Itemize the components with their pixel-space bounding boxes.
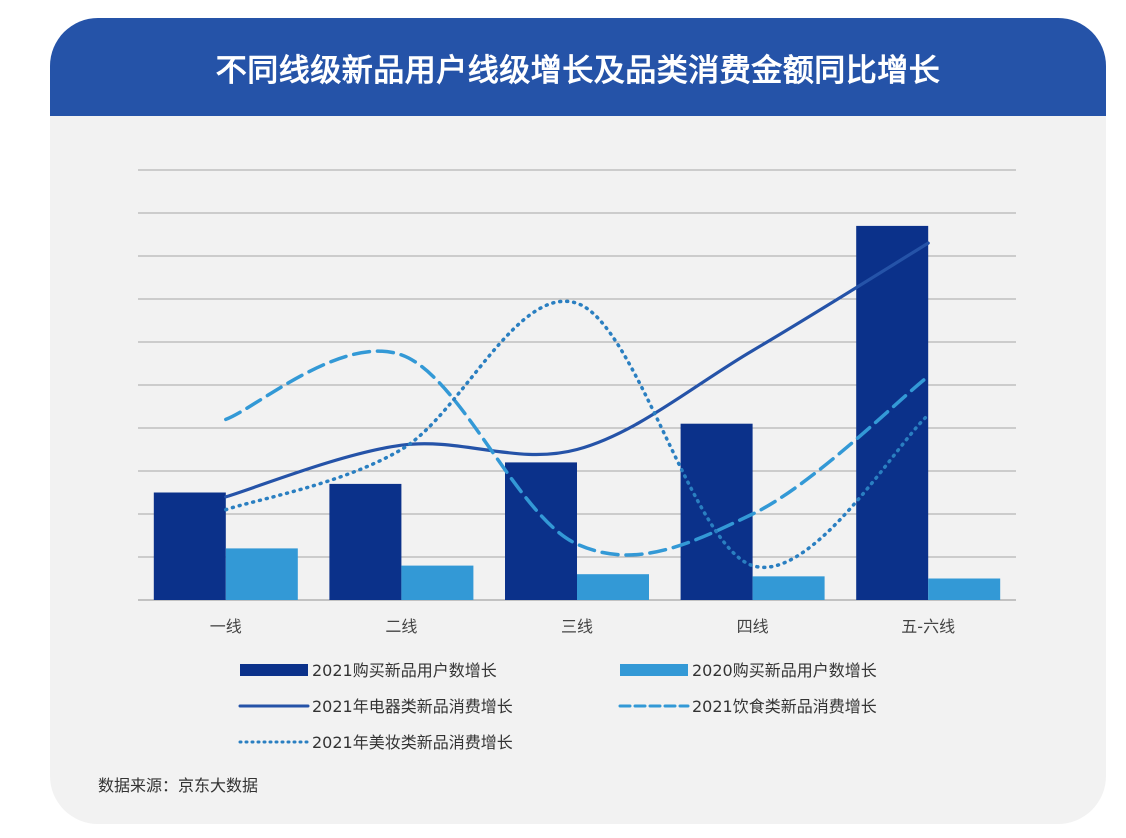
bar-2020-1 [225, 548, 298, 600]
legend-label: 2021年电器类新品消费增长 [312, 697, 513, 716]
chart-area: 一线 二线 三线 四线 五-六线 2021购买新品用户数增长 2020购买新品用户数增长 20… [138, 169, 1016, 752]
legend-label: 2021购买新品用户数增长 [312, 661, 497, 680]
beauty-line [224, 299, 930, 570]
bar-2020-4 [752, 576, 825, 600]
legend-label: 2021年美妆类新品消费增长 [312, 733, 513, 752]
chart-card: 不同线级新品用户线级增长及品类消费金额同比增长 一线 二线 三线 四线 五-六线 2021… [50, 18, 1106, 824]
x-tick-label: 一线 [210, 617, 242, 636]
title-bar: 不同线级新品用户线级增长及品类消费金额同比增长 [50, 18, 1106, 116]
bar-2020-5 [928, 578, 1001, 600]
appliance-line [224, 241, 930, 499]
legend-swatch-bar2021 [240, 664, 308, 676]
bar-2021-2 [329, 483, 402, 600]
bar-2020-2 [401, 565, 474, 600]
chart-title: 不同线级新品用户线级增长及品类消费金额同比增长 [215, 52, 941, 89]
x-tick-label: 二线 [385, 617, 417, 636]
food-line [224, 349, 930, 557]
bar-2021-4 [680, 423, 753, 600]
x-tick-label: 四线 [737, 617, 769, 636]
legend-swatch-bar2020 [620, 664, 688, 676]
bar-2021-1 [153, 492, 226, 600]
legend-label: 2020购买新品用户数增长 [692, 661, 877, 680]
legend-label: 2021饮食类新品消费增长 [692, 697, 877, 716]
bar-2021-5 [856, 225, 929, 600]
data-source: 数据来源：京东大数据 [98, 776, 259, 795]
x-tick-label: 五-六线 [901, 617, 955, 636]
x-tick-label: 三线 [561, 617, 593, 636]
bar-2020-3 [577, 574, 649, 600]
